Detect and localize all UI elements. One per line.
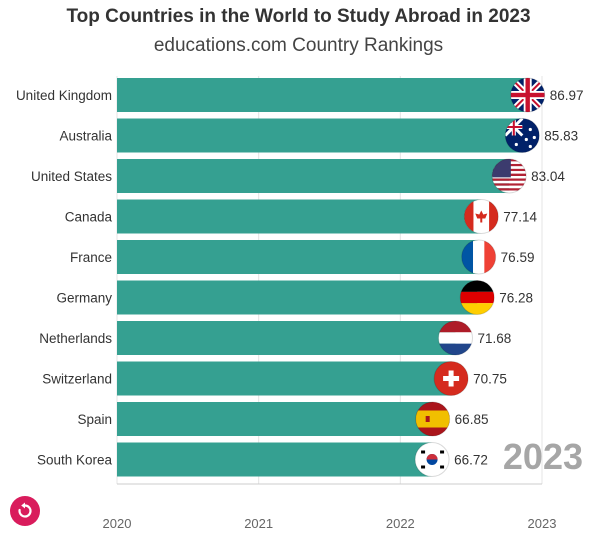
category-label: United States — [31, 169, 112, 184]
category-label: Netherlands — [39, 331, 112, 346]
canada-flag — [464, 199, 499, 234]
category-label: Australia — [59, 129, 112, 144]
x-tick-label: 2023 — [528, 516, 557, 531]
bar — [117, 118, 523, 153]
value-label: 66.85 — [455, 412, 489, 427]
category-label: United Kingdom — [16, 88, 112, 103]
category-label: Spain — [77, 412, 112, 427]
south-korea-flag — [415, 442, 450, 477]
flag-icon — [504, 118, 540, 153]
flag-icon — [461, 239, 497, 275]
bar — [117, 361, 452, 396]
value-label: 86.97 — [550, 88, 584, 103]
category-label: South Korea — [37, 453, 113, 468]
switzerland-flag — [434, 361, 469, 396]
value-label: 66.72 — [454, 453, 488, 468]
x-tick-label: 2022 — [386, 516, 415, 531]
bar — [117, 402, 433, 436]
netherlands-flag — [438, 321, 473, 355]
flag-icon — [433, 361, 469, 396]
bar — [117, 240, 479, 274]
category-label: Switzerland — [42, 372, 112, 387]
flag-icon — [459, 280, 495, 315]
value-label: 76.59 — [501, 250, 535, 265]
value-label: 85.83 — [544, 129, 578, 144]
value-label: 71.68 — [477, 331, 511, 346]
x-tick-label: 2020 — [103, 516, 132, 531]
flag-icon — [491, 158, 527, 194]
france-flag — [461, 240, 496, 274]
flag-icon — [463, 199, 499, 234]
germany-flag — [460, 280, 495, 315]
value-label: 83.04 — [531, 169, 565, 184]
chart-subtitle: educations.com Country Rankings — [153, 35, 444, 56]
bar — [117, 159, 510, 193]
category-label: France — [70, 250, 112, 265]
flag-icon — [437, 320, 473, 356]
value-label: 70.75 — [473, 372, 507, 387]
bar — [117, 78, 528, 112]
x-tick-label: 2021 — [244, 516, 273, 531]
value-label: 76.28 — [499, 291, 533, 306]
flag-icon — [415, 401, 451, 437]
bar — [117, 199, 482, 234]
bar — [117, 321, 456, 355]
bar — [117, 442, 433, 477]
year-label: 2023 — [502, 436, 583, 477]
value-label: 77.14 — [503, 210, 537, 225]
category-label: Canada — [65, 210, 113, 225]
uk-flag — [510, 78, 545, 112]
bar — [117, 280, 478, 315]
chart-title: Top Countries in the World to Study Abro… — [66, 6, 531, 27]
flag-icon — [414, 442, 450, 477]
spain-flag — [415, 402, 450, 436]
replay-icon — [18, 502, 32, 518]
category-label: Germany — [56, 291, 112, 306]
replay-button[interactable] — [10, 496, 40, 526]
flag-icon — [510, 77, 546, 113]
